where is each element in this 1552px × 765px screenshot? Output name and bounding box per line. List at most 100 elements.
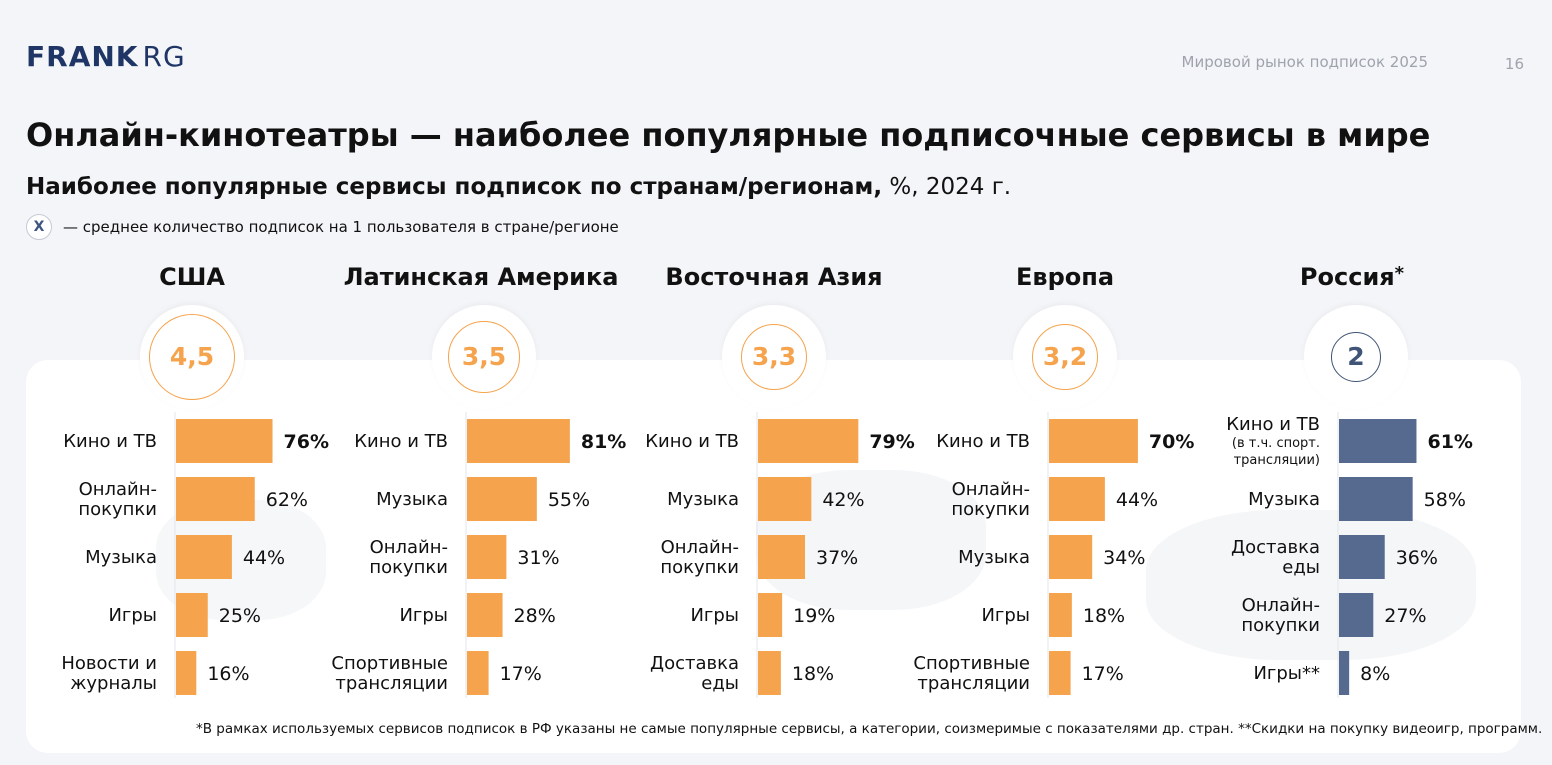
category-label: покупки — [951, 499, 1030, 520]
category-label: Музыка — [667, 489, 739, 510]
category-label: Доставка — [1231, 537, 1320, 558]
category-label: Музыка — [958, 547, 1030, 568]
legend-text: — среднее количество подписок на 1 польз… — [63, 218, 619, 236]
bar — [176, 535, 232, 579]
region-title: США — [159, 263, 225, 291]
category-label: трансляции — [917, 673, 1030, 694]
region-title: Россия* — [1299, 263, 1405, 291]
bar — [1049, 477, 1105, 521]
data-label: 44% — [243, 547, 285, 569]
bar — [467, 477, 537, 521]
category-label: Игры** — [1253, 663, 1320, 684]
bar — [467, 651, 489, 695]
bar — [1339, 593, 1374, 637]
data-label: 16% — [207, 663, 249, 685]
data-label: 25% — [219, 605, 261, 627]
data-label: 37% — [816, 547, 858, 569]
legend-symbol: X — [26, 214, 52, 240]
data-label: 81% — [581, 431, 626, 453]
subtitle-bold: Наиболее популярные сервисы подписок по … — [26, 174, 883, 200]
category-label: Доставка — [650, 653, 739, 674]
subscriptions-per-user-badge: 2 — [1331, 332, 1381, 382]
category-label: Спортивные — [331, 653, 448, 674]
data-label: 28% — [514, 605, 556, 627]
data-label: 61% — [1427, 431, 1472, 453]
category-label: Музыка — [376, 489, 448, 510]
category-label: трансляции — [335, 673, 448, 694]
bar — [758, 593, 783, 637]
data-label: 62% — [266, 489, 308, 511]
category-label: Кино и ТВ — [354, 431, 448, 452]
region-title-footnote-mark: * — [1394, 263, 1405, 284]
data-label: 55% — [548, 489, 590, 511]
data-label: 79% — [869, 431, 914, 453]
category-label: Игры — [399, 605, 448, 626]
category-label: покупки — [369, 557, 448, 578]
data-label: 19% — [793, 605, 835, 627]
subscriptions-per-user-badge: 4,5 — [149, 314, 235, 400]
data-label: 34% — [1103, 547, 1145, 569]
data-label: 18% — [1083, 605, 1125, 627]
bar — [176, 593, 208, 637]
document-title: Мировой рынок подписок 2025 — [1181, 53, 1428, 71]
bar — [758, 535, 805, 579]
category-label: Онлайн- — [370, 537, 448, 558]
category-label: Игры — [981, 605, 1030, 626]
category-label: Онлайн- — [1242, 595, 1320, 616]
category-label: Кино и ТВ — [1226, 414, 1320, 435]
bar — [467, 535, 507, 579]
bar — [1339, 477, 1413, 521]
region-title: Латинская Америка — [343, 263, 619, 291]
bar — [1049, 651, 1071, 695]
bar — [467, 593, 503, 637]
bar — [176, 477, 255, 521]
data-label: 42% — [822, 489, 864, 511]
bar — [176, 651, 197, 695]
subscriptions-per-user-badge: 3,2 — [1032, 324, 1098, 390]
bar — [1339, 535, 1385, 579]
bar — [176, 419, 273, 463]
bar — [758, 651, 781, 695]
bar — [1049, 593, 1072, 637]
chart-subtitle: Наиболее популярные сервисы подписок по … — [26, 174, 1011, 200]
category-label: Спортивные — [913, 653, 1030, 674]
category-label: Онлайн- — [79, 479, 157, 500]
frank-rg-logo: FRANK RG — [26, 40, 186, 73]
bar — [467, 419, 570, 463]
subtitle-units: %, 2024 г. — [882, 174, 1012, 200]
category-label: трансляции) — [1234, 453, 1320, 468]
category-label: Онлайн- — [952, 479, 1030, 500]
category-label: еды — [701, 673, 739, 694]
category-label: Онлайн- — [661, 537, 739, 558]
region-title: Восточная Азия — [665, 263, 883, 291]
data-label: 17% — [500, 663, 542, 685]
data-label: 8% — [1360, 663, 1390, 685]
data-label: 58% — [1424, 489, 1466, 511]
data-label: 18% — [792, 663, 834, 685]
category-label: покупки — [1241, 615, 1320, 636]
data-label: 17% — [1082, 663, 1124, 685]
bar — [1339, 651, 1350, 695]
bar — [1339, 419, 1417, 463]
bar — [1049, 535, 1093, 579]
footnote: *В рамках используемых сервисов подписок… — [196, 721, 1543, 737]
page-number: 16 — [1504, 55, 1524, 73]
subscriptions-per-user-badge: 3,5 — [448, 321, 520, 393]
category-label: журналы — [70, 673, 157, 694]
logo-bold-text: FRANK — [26, 40, 139, 73]
bar — [1049, 419, 1138, 463]
data-label: 36% — [1396, 547, 1438, 569]
data-label: 31% — [517, 547, 559, 569]
data-label: 27% — [1384, 605, 1426, 627]
subscriptions-per-user-badge: 3,3 — [741, 324, 807, 390]
data-label: 44% — [1116, 489, 1158, 511]
category-label: Кино и ТВ — [645, 431, 739, 452]
category-label: Кино и ТВ — [63, 431, 157, 452]
logo-light-text: RG — [142, 40, 186, 73]
region-title: Европа — [1015, 263, 1115, 291]
category-label: Музыка — [85, 547, 157, 568]
world-map-decoration-2 — [1146, 510, 1476, 660]
category-label: Игры — [108, 605, 157, 626]
category-label: Кино и ТВ — [936, 431, 1030, 452]
